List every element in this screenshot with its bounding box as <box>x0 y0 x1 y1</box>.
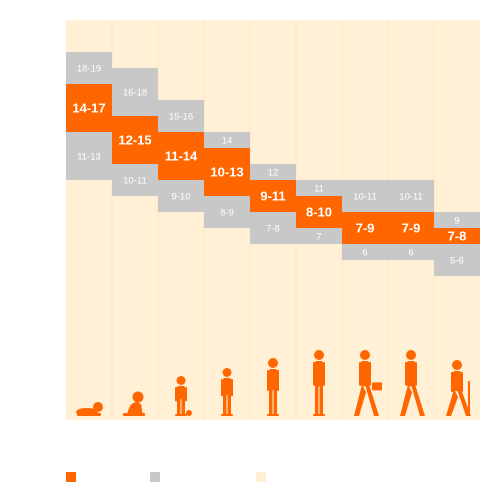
bar-recommended <box>388 212 434 244</box>
label-upper-range: 9 <box>454 216 459 227</box>
adult-icon <box>400 350 425 416</box>
bar-lower-may-be-appropriate <box>296 228 342 244</box>
bar-lower-may-be-appropriate <box>112 164 158 196</box>
bar-lower-may-be-appropriate <box>66 132 112 180</box>
teenager-icon <box>313 350 325 416</box>
legend-swatch-not-recommended <box>256 472 266 482</box>
bar-lower-may-be-appropriate <box>434 244 480 276</box>
label-recommended-range: 8-10 <box>306 205 332 220</box>
older-adult-icon <box>446 360 471 416</box>
bar-lower-may-be-appropriate <box>204 196 250 228</box>
legend-item-recommended <box>66 470 82 484</box>
label-lower-range: 11-13 <box>77 152 101 163</box>
bar-lower-may-be-appropriate <box>158 180 204 212</box>
bar-upper-may-be-appropriate <box>342 180 388 212</box>
label-upper-range: 11 <box>314 184 324 195</box>
label-lower-range: 6 <box>362 248 367 259</box>
infant-icon <box>123 391 145 416</box>
label-lower-range: 10-11 <box>123 176 147 187</box>
bar-upper-may-be-appropriate <box>250 164 296 180</box>
bar-recommended <box>250 180 296 212</box>
bar-recommended <box>158 132 204 180</box>
bar-recommended <box>66 84 112 132</box>
label-recommended-range: 7-9 <box>402 221 421 236</box>
label-recommended-range: 10-13 <box>210 165 243 180</box>
bar-upper-may-be-appropriate <box>66 52 112 84</box>
bar-recommended <box>112 116 158 164</box>
bar-lower-may-be-appropriate <box>342 244 388 260</box>
label-lower-range: 7-8 <box>266 224 280 235</box>
legend <box>66 470 486 484</box>
label-lower-range: 5-6 <box>450 256 464 267</box>
young-adult-icon <box>354 350 382 416</box>
bar-upper-may-be-appropriate <box>158 100 204 132</box>
label-upper-range: 15-16 <box>169 112 193 123</box>
bar-lower-may-be-appropriate <box>250 212 296 244</box>
label-upper-range: 16-18 <box>123 88 147 99</box>
label-upper-range: 14 <box>222 136 233 147</box>
label-recommended-range: 12-15 <box>118 133 151 148</box>
bar-upper-may-be-appropriate <box>112 68 158 116</box>
newborn-icon <box>76 402 103 416</box>
legend-swatch-recommended <box>66 472 76 482</box>
label-recommended-range: 9-11 <box>260 189 285 204</box>
bar-recommended <box>434 228 480 244</box>
label-lower-range: 9-10 <box>171 192 190 203</box>
preschooler-icon <box>221 368 233 416</box>
legend-swatch-may-be-appropriate <box>150 472 160 482</box>
toddler-icon <box>175 376 192 416</box>
label-lower-range: 7 <box>316 232 321 243</box>
legend-item-not-recommended <box>256 470 272 484</box>
label-lower-range: 8-9 <box>220 208 234 219</box>
bars-layer: 18-19 14-17 11-13 16-18 12-15 10-11 15-16 11-14… <box>66 52 480 276</box>
label-recommended-range: 7-9 <box>356 221 375 236</box>
age-figures <box>76 350 471 416</box>
label-recommended-range: 11-14 <box>165 149 198 164</box>
label-upper-range: 12 <box>268 168 279 179</box>
label-recommended-range: 7-8 <box>448 229 467 244</box>
bar-recommended <box>204 148 250 196</box>
label-upper-range: 10-11 <box>399 192 423 203</box>
label-upper-range: 10-11 <box>353 192 377 203</box>
school-age-icon <box>267 358 279 416</box>
label-upper-range: 18-19 <box>77 64 101 75</box>
bar-recommended <box>342 212 388 244</box>
bar-upper-may-be-appropriate <box>388 180 434 212</box>
bar-upper-may-be-appropriate <box>296 180 342 196</box>
legend-item-may-be-appropriate <box>150 470 166 484</box>
label-lower-range: 6 <box>408 248 413 259</box>
bar-upper-may-be-appropriate <box>434 212 480 228</box>
bar-recommended <box>296 196 342 228</box>
bar-upper-may-be-appropriate <box>204 132 250 148</box>
label-recommended-range: 14-17 <box>72 101 105 116</box>
bar-lower-may-be-appropriate <box>388 244 434 260</box>
